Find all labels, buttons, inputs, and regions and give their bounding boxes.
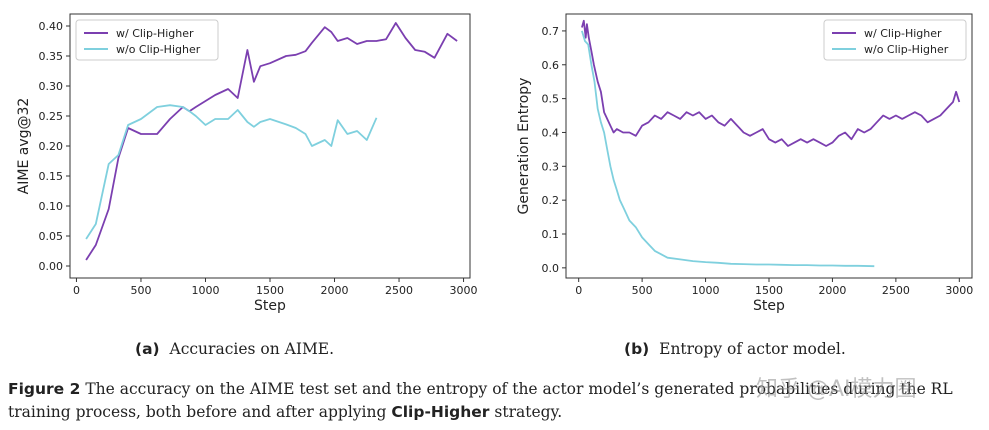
y-tick-label: 0.4: [542, 126, 560, 139]
y-tick-label: 0.40: [39, 20, 64, 33]
legend-label: w/o Clip-Higher: [864, 43, 949, 56]
y-tick-label: 0.10: [39, 200, 64, 213]
series-line-with-clip-higher: [85, 22, 458, 261]
subcaption-b-label: (b): [624, 340, 650, 358]
y-tick-label: 0.00: [39, 260, 64, 273]
subcaption-a-label: (a): [135, 340, 160, 358]
figure-label: Figure 2: [8, 380, 81, 398]
x-tick-label: 1000: [692, 284, 720, 297]
x-axis-label: Step: [254, 298, 286, 314]
x-tick-label: 3000: [450, 284, 478, 297]
y-tick-label: 0.3: [542, 160, 560, 173]
figure-keyword: Clip-Higher: [391, 403, 490, 421]
x-tick-label: 0: [575, 284, 582, 297]
x-tick-label: 0: [73, 284, 80, 297]
x-tick-label: 2000: [818, 284, 846, 297]
y-tick-label: 0.30: [39, 80, 64, 93]
figure-text: The accuracy on the AIME test set and th…: [8, 380, 953, 421]
x-tick-label: 2500: [882, 284, 910, 297]
series-line-with-clip-higher: [581, 19, 961, 147]
legend-box: [75, 19, 219, 61]
y-tick-label: 0.05: [39, 230, 64, 243]
subcaption-a: (a) Accuracies on AIME.: [135, 340, 334, 358]
y-tick-label: 0.25: [39, 110, 64, 123]
y-tick-label: 0.0: [542, 262, 560, 275]
legend-box: [823, 19, 967, 61]
x-axis-label: Step: [753, 298, 785, 314]
y-tick-label: 0.7: [542, 25, 560, 38]
figure-text-end: strategy.: [494, 403, 563, 421]
y-tick-label: 0.6: [542, 59, 560, 72]
y-tick-label: 0.1: [542, 228, 560, 241]
x-tick-label: 3000: [945, 284, 973, 297]
x-tick-label: 1500: [256, 284, 284, 297]
legend-label: w/ Clip-Higher: [864, 27, 942, 40]
chart-b: 0 500 1000 1500 2000 2500 3000 0.0 0.1 0.2 0.3 0.4 0…: [516, 13, 973, 314]
y-tick-label: 0.2: [542, 194, 560, 207]
y-tick-label: 0.15: [39, 170, 64, 183]
x-tick-label: 2000: [321, 284, 349, 297]
legend: w/ Clip-Higher w/o Clip-Higher: [75, 19, 219, 61]
x-tick-label: 500: [632, 284, 653, 297]
x-tick-label: 1000: [191, 284, 219, 297]
y-axis-label: Generation Entropy: [516, 78, 532, 215]
legend-label: w/o Clip-Higher: [116, 43, 201, 56]
y-axis-label: AIME avg@32: [16, 98, 32, 195]
x-tick-label: 1500: [755, 284, 783, 297]
y-tick-label: 0.20: [39, 140, 64, 153]
x-tick-label: 500: [130, 284, 151, 297]
series-line-without-clip-higher: [581, 30, 875, 268]
subcaption-a-text: Accuracies on AIME.: [169, 340, 335, 358]
chart-a: 0 500 1000 1500 2000 2500 3000 0.00 0.05 0.10 0.15…: [16, 13, 478, 314]
legend-label: w/ Clip-Higher: [116, 27, 194, 40]
x-tick-label: 2500: [385, 284, 413, 297]
subcaption-b: (b) Entropy of actor model.: [624, 340, 846, 358]
y-tick-label: 0.35: [39, 50, 64, 63]
subcaption-b-text: Entropy of actor model.: [659, 340, 846, 358]
watermark: 知乎 @AI模力圈: [756, 377, 917, 402]
figure-caption: Figure 2 The accuracy on the AIME test s…: [8, 378, 983, 424]
legend: w/ Clip-Higher w/o Clip-Higher: [823, 19, 967, 61]
series-line-without-clip-higher: [85, 104, 378, 240]
y-tick-label: 0.5: [542, 93, 560, 106]
